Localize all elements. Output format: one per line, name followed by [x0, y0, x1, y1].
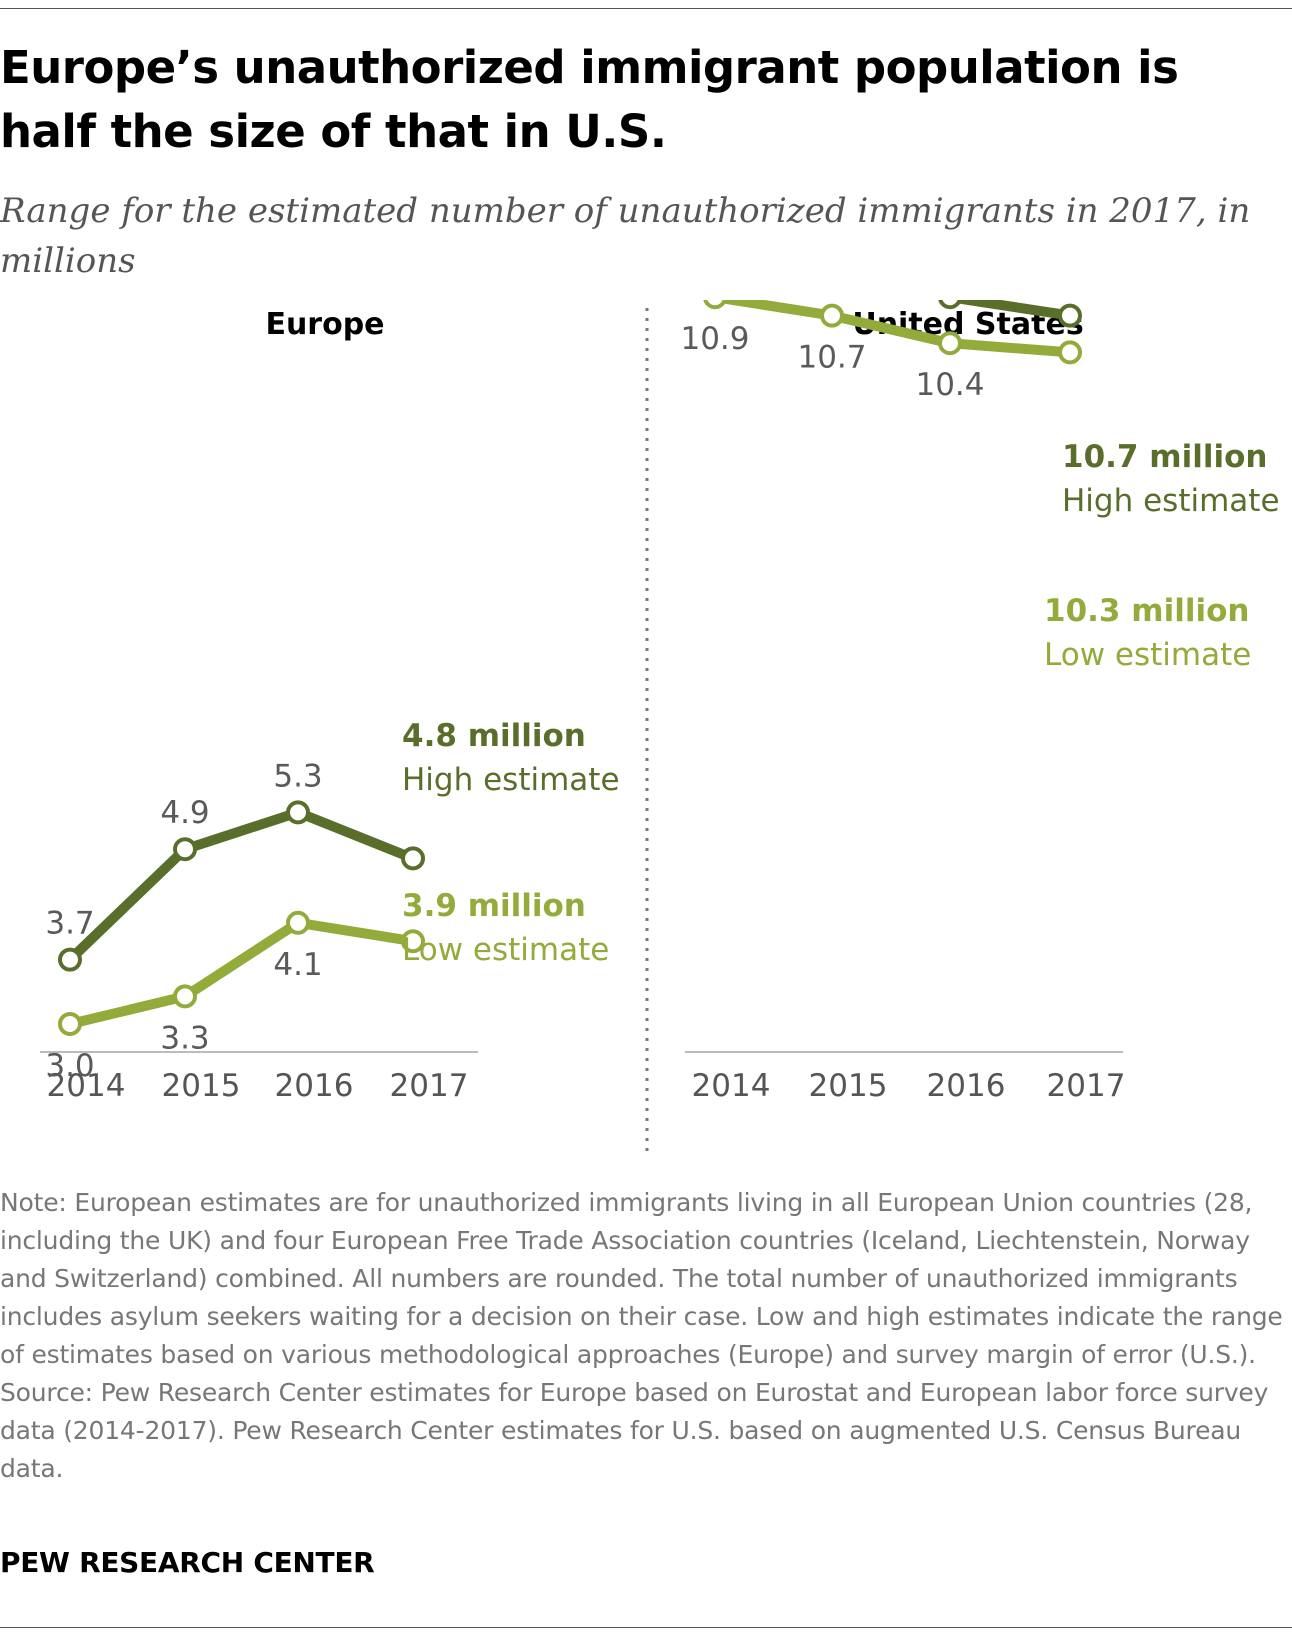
data-point [703, 300, 727, 310]
bottom-rule [0, 1627, 1292, 1628]
x-tick-label: 2015 [809, 1068, 888, 1104]
data-point [401, 929, 425, 954]
end-value-label: 10.3 million [1044, 593, 1249, 629]
note-text: Note: European estimates are for unautho… [0, 1188, 1283, 1369]
panel-title: Europe [265, 307, 384, 342]
series-line [65, 917, 418, 1029]
data-label: 4.1 [273, 947, 322, 983]
x-tick-label: 2015 [162, 1068, 241, 1104]
series-name-label: Low estimate [1044, 637, 1251, 673]
data-point [938, 300, 962, 310]
data-point [58, 947, 82, 972]
x-tick-label: 2017 [1047, 1068, 1126, 1104]
notes-block: Note: European estimates are for unautho… [0, 1184, 1290, 1488]
data-label: 5.3 [273, 758, 322, 794]
data-point [173, 984, 197, 1009]
data-label: 3.3 [160, 1020, 209, 1056]
data-point [173, 837, 197, 862]
panel-us: United States201420152016201711.311.210.… [680, 300, 1280, 1104]
data-point [401, 846, 425, 871]
data-label: 10.4 [915, 367, 984, 403]
data-point [1058, 303, 1082, 328]
data-point [820, 303, 844, 328]
line-charts: Europe 2014 2015 2016 2017 3.7 4.9 5.3 4.8 milli… [40, 300, 1280, 1155]
top-rule [0, 8, 1292, 9]
series-line [710, 300, 1075, 358]
series-low: 10.9 10.7 10.4 10.3 million Low estimate [680, 300, 1251, 673]
x-tick-label: 2014 [692, 1068, 771, 1104]
data-point [286, 910, 310, 935]
x-tick-label: 2016 [927, 1068, 1006, 1104]
data-label: 4.9 [160, 795, 209, 831]
panel-europe: Europe 2014 2015 2016 2017 3.7 4.9 5.3 4.8 milli… [40, 307, 620, 1104]
series-line [940, 300, 1075, 321]
data-label: 10.9 [680, 321, 749, 357]
end-value-label: 4.8 million [402, 718, 586, 754]
data-label: 10.7 [797, 340, 866, 376]
series-name-label: Low estimate [402, 932, 609, 968]
series-low: 3.0 3.3 4.1 3.9 million Low estimate [45, 888, 609, 1084]
pew-brand: PEW RESEARCH CENTER [0, 1546, 375, 1579]
series-line [65, 807, 418, 965]
chart-subtitle: Range for the estimated number of unauth… [0, 191, 1251, 281]
data-label: 3.7 [45, 906, 94, 942]
x-tick-label: 2014 [47, 1068, 126, 1104]
x-tick-label: 2017 [390, 1068, 469, 1104]
series-name-label: High estimate [1062, 483, 1280, 519]
data-point [938, 331, 962, 356]
data-point [1058, 340, 1082, 365]
end-value-label: 3.9 million [402, 888, 586, 924]
series-name-label: High estimate [402, 762, 620, 798]
data-point [58, 1012, 82, 1036]
data-point [286, 800, 310, 825]
series-high: 3.7 4.9 5.3 4.8 million High estimate [45, 718, 620, 972]
chart-title: Europe’s unauthorized immigrant populati… [0, 41, 1179, 158]
end-value-label: 10.7 million [1062, 439, 1267, 475]
data-label: 3.0 [45, 1048, 94, 1084]
source-text: Source: Pew Research Center estimates fo… [0, 1378, 1269, 1483]
x-tick-label: 2016 [275, 1068, 354, 1104]
